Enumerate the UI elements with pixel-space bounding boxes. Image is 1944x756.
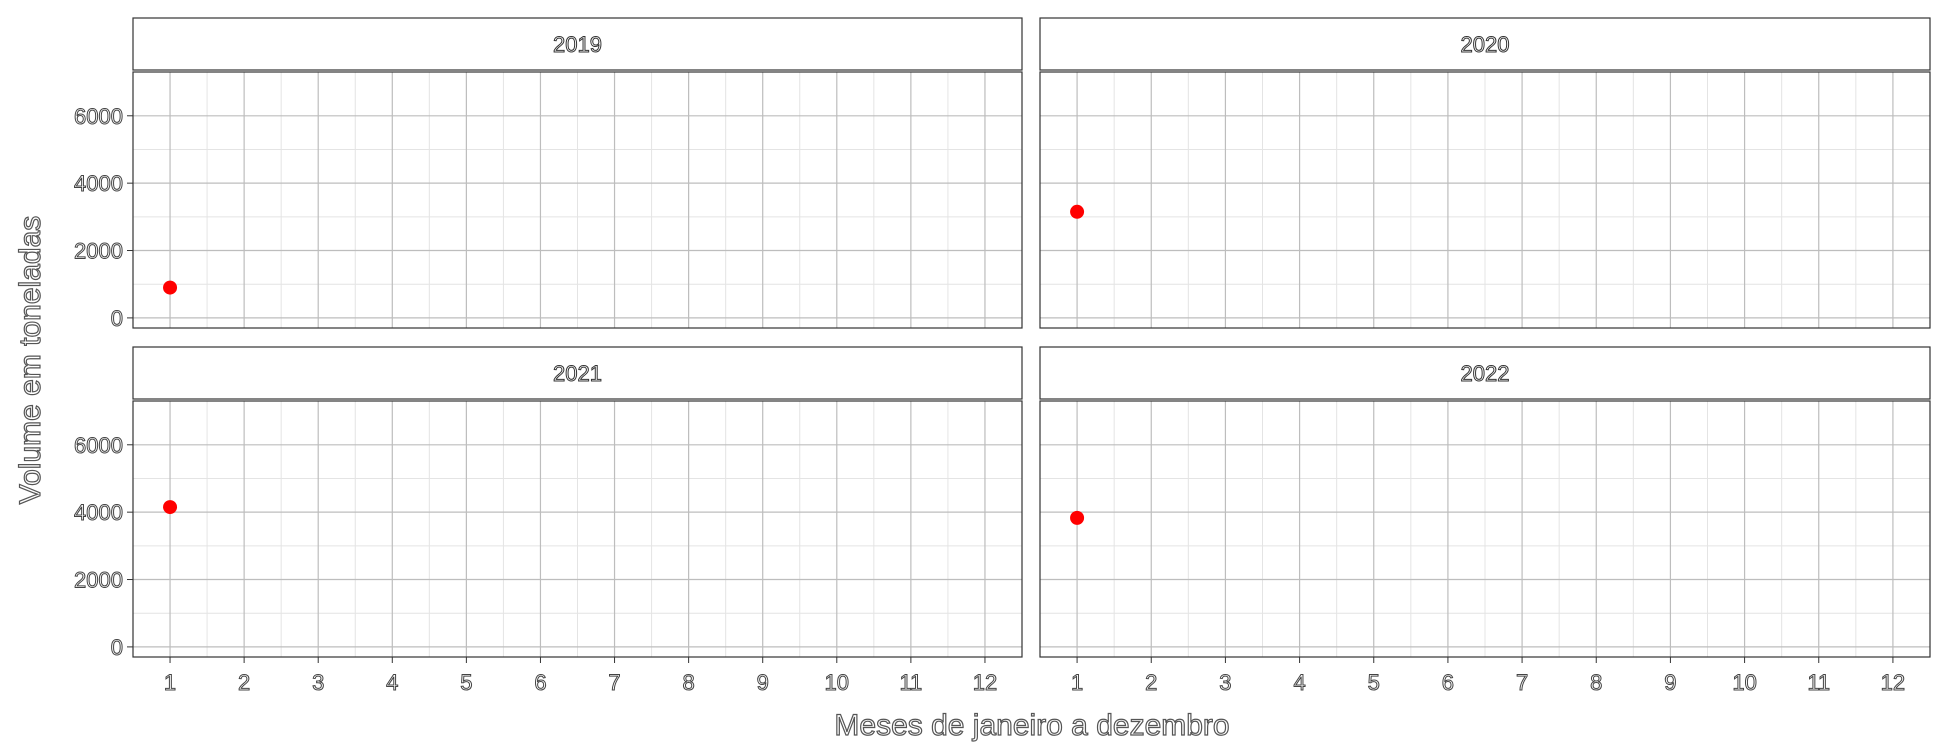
y-tick-label: 6000 [74, 104, 123, 129]
y-axis-title: Volume em toneladas [14, 216, 47, 505]
x-tick-label: 9 [757, 670, 769, 695]
x-tick-label: 2 [238, 670, 250, 695]
x-tick-label: 4 [1293, 670, 1305, 695]
panel-border [132, 71, 1023, 329]
x-tick-label: 1 [1071, 670, 1083, 695]
panel-title: 2022 [1461, 361, 1510, 386]
panel-strip [1039, 346, 1931, 400]
panel-strip [132, 17, 1023, 71]
x-tick-label: 8 [1590, 670, 1602, 695]
panel-strip [132, 346, 1023, 400]
x-tick-label: 8 [683, 670, 695, 695]
x-tick-label: 9 [1664, 670, 1676, 695]
y-tick-label: 0 [111, 306, 123, 331]
x-tick-label: 3 [312, 670, 324, 695]
panel-title: 2021 [553, 361, 602, 386]
y-tick-label: 2000 [74, 568, 123, 593]
data-point [163, 280, 178, 295]
panel-border [132, 400, 1023, 658]
x-tick-label: 4 [386, 670, 398, 695]
panel-2019: 2019 0 2000 4000 6000 [74, 17, 1023, 331]
x-tick-label: 7 [1516, 670, 1528, 695]
panel-border [1039, 400, 1931, 658]
y-tick-label: 4000 [74, 500, 123, 525]
y-tick-label: 0 [111, 635, 123, 660]
y-tick-label: 4000 [74, 171, 123, 196]
x-tick-label: 10 [1732, 670, 1756, 695]
y-tick-label: 6000 [74, 433, 123, 458]
x-tick-label: 11 [1807, 670, 1830, 695]
panel-border [1039, 71, 1931, 329]
y-tick-label: 2000 [74, 239, 123, 264]
panel-strip [1039, 17, 1931, 71]
x-tick-label: 7 [608, 670, 620, 695]
x-tick-label: 11 [899, 670, 922, 695]
x-axis-title: Meses de janeiro a dezembro [834, 709, 1229, 742]
panel-2020: 2020 [1039, 17, 1931, 329]
x-tick-label: 1 [164, 670, 176, 695]
x-tick-label: 3 [1219, 670, 1231, 695]
data-point [1070, 204, 1085, 219]
x-tick-label: 12 [973, 670, 997, 695]
data-point [1070, 510, 1085, 525]
x-tick-label: 6 [534, 670, 546, 695]
panel-title: 2020 [1461, 32, 1510, 57]
x-tick-label: 6 [1442, 670, 1454, 695]
data-point [163, 500, 178, 515]
x-tick-label: 5 [1368, 670, 1380, 695]
x-tick-label: 10 [825, 670, 849, 695]
x-tick-label: 2 [1145, 670, 1157, 695]
panel-title: 2019 [553, 32, 602, 57]
x-tick-label: 12 [1881, 670, 1905, 695]
x-tick-label: 5 [460, 670, 472, 695]
